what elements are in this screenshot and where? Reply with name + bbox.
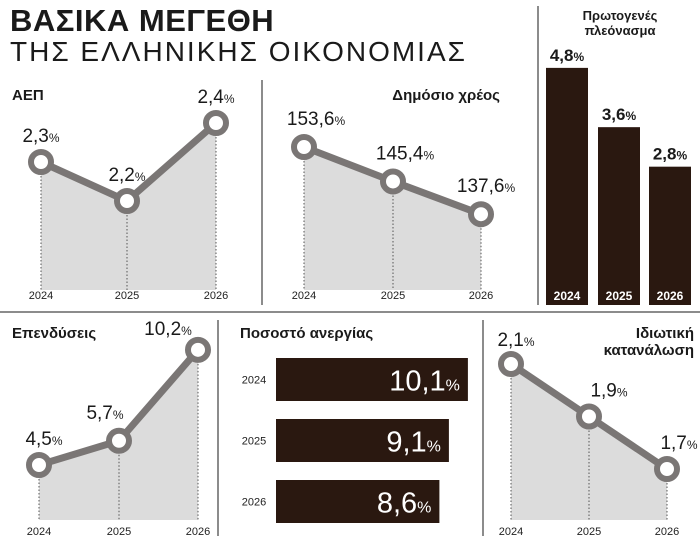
consumption-data-label-2026: 1,7% [660,433,697,454]
debt-tick-2024: 2024 [292,290,316,302]
invest-tick-2024: 2024 [27,526,51,538]
invest-data-label-2025: 5,7% [86,403,123,424]
invest-title: Επενδύσεις [12,325,96,342]
consumption-data-label-2025: 1,9% [590,381,627,402]
debt-point-2026 [468,201,494,228]
consumption-tick-2025: 2025 [577,526,601,538]
invest-data-label-2024: 4,5% [25,429,62,450]
debt-data-label-2024: 153,6% [287,109,346,130]
primary-data-label-2026: 2,8% [653,145,688,164]
invest-point-2026 [185,336,211,363]
gdp-data-label-2025: 2,2% [108,165,145,186]
primary-bar-2024 [546,67,588,305]
primary-title-line-2: πλεόνασμα [585,23,656,38]
primary-bar-2026 [649,166,691,305]
unemp-data-label-2026: 8,6% [377,488,432,520]
debt-title: Δημόσιο χρέος [392,87,500,104]
gdp-tick-2025: 2025 [115,290,139,302]
invest-area [39,349,198,520]
unemp-tick-2026: 2026 [242,497,266,509]
unemp-data-label-2025: 9,1% [386,427,441,459]
primary-data-label-2025: 3,6% [602,105,637,124]
consumption-tick-2024: 2024 [499,526,523,538]
primary-data-label-2024: 4,8% [550,46,585,65]
debt-tick-2025: 2025 [381,290,405,302]
consumption-tick-2026: 2026 [655,526,679,538]
consumption-point-2026 [654,456,680,482]
page-subtitle: ΤΗΣ ΕΛΛΗΝΙΚΗΣ ΟΙΚΟΝΟΜΙΑΣ [10,36,467,67]
debt-area [304,147,481,290]
debt-point-2024 [291,134,317,160]
unemp-tick-2024: 2024 [242,375,266,387]
gdp-tick-2024: 2024 [29,290,53,302]
primary-bar-2025 [598,127,640,305]
unemp-bar-2024 [276,358,468,401]
unemp-data-label-2024: 10,1% [389,366,460,398]
debt-tick-2026: 2026 [469,290,493,302]
unemp-tick-2025: 2025 [242,436,266,448]
consumption-point-2024 [498,351,524,377]
debt-data-label-2025: 145,4% [376,143,435,164]
gdp-data-label-2026: 2,4% [197,87,234,108]
primary-tick-2025: 2025 [606,289,633,303]
primary-tick-2024: 2024 [554,289,581,303]
debt-data-label-2026: 137,6% [457,176,516,197]
gdp-title: ΑΕΠ [12,87,44,104]
invest-data-label-2026: 10,2% [144,319,192,340]
unemp-bar-2026 [276,480,440,523]
invest-point-2025 [106,427,132,454]
unemp-title: Ποσοστό ανεργίας [240,325,373,342]
consumption-data-label-2024: 2,1% [497,330,534,351]
gdp-point-2024 [28,149,54,175]
gdp-tick-2026: 2026 [204,290,228,302]
unemp-bar-2025 [276,419,449,462]
debt-point-2025 [380,168,406,195]
consumption-title-line-1: Ιδιωτική [636,325,694,342]
gdp-data-label-2024: 2,3% [22,126,59,147]
consumption-point-2025 [576,403,602,430]
invest-tick-2025: 2025 [107,526,131,538]
gdp-point-2025 [114,188,140,214]
page-title: ΒΑΣΙΚΑ ΜΕΓΕΘΗ [10,3,275,38]
invest-tick-2026: 2026 [186,526,210,538]
gdp-point-2026 [203,110,229,136]
consumption-title-line-2: κατανάλωση [604,342,694,359]
primary-title-line-1: Πρωτογενές [583,8,658,23]
invest-point-2024 [26,452,52,478]
primary-tick-2026: 2026 [657,289,684,303]
